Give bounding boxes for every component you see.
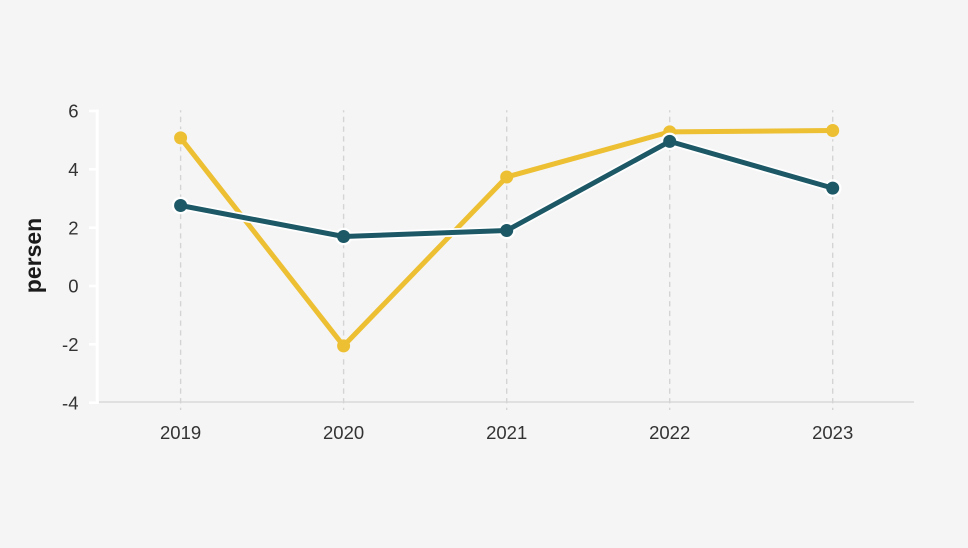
svg-text:0: 0 (68, 276, 78, 297)
svg-text:6: 6 (68, 101, 78, 122)
svg-text:2023: 2023 (812, 422, 853, 443)
svg-text:persen: persen (20, 218, 46, 293)
svg-text:-4: -4 (62, 392, 78, 413)
svg-text:2: 2 (68, 217, 78, 238)
svg-text:4: 4 (68, 159, 78, 180)
svg-text:2021: 2021 (486, 422, 527, 443)
svg-text:2019: 2019 (160, 422, 201, 443)
svg-text:2020: 2020 (323, 422, 364, 443)
svg-text:-2: -2 (62, 334, 78, 355)
svg-text:2022: 2022 (649, 422, 690, 443)
